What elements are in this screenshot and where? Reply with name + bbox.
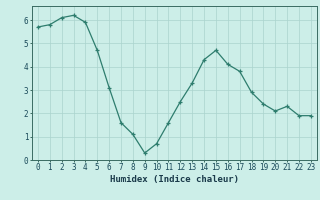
X-axis label: Humidex (Indice chaleur): Humidex (Indice chaleur) [110,175,239,184]
